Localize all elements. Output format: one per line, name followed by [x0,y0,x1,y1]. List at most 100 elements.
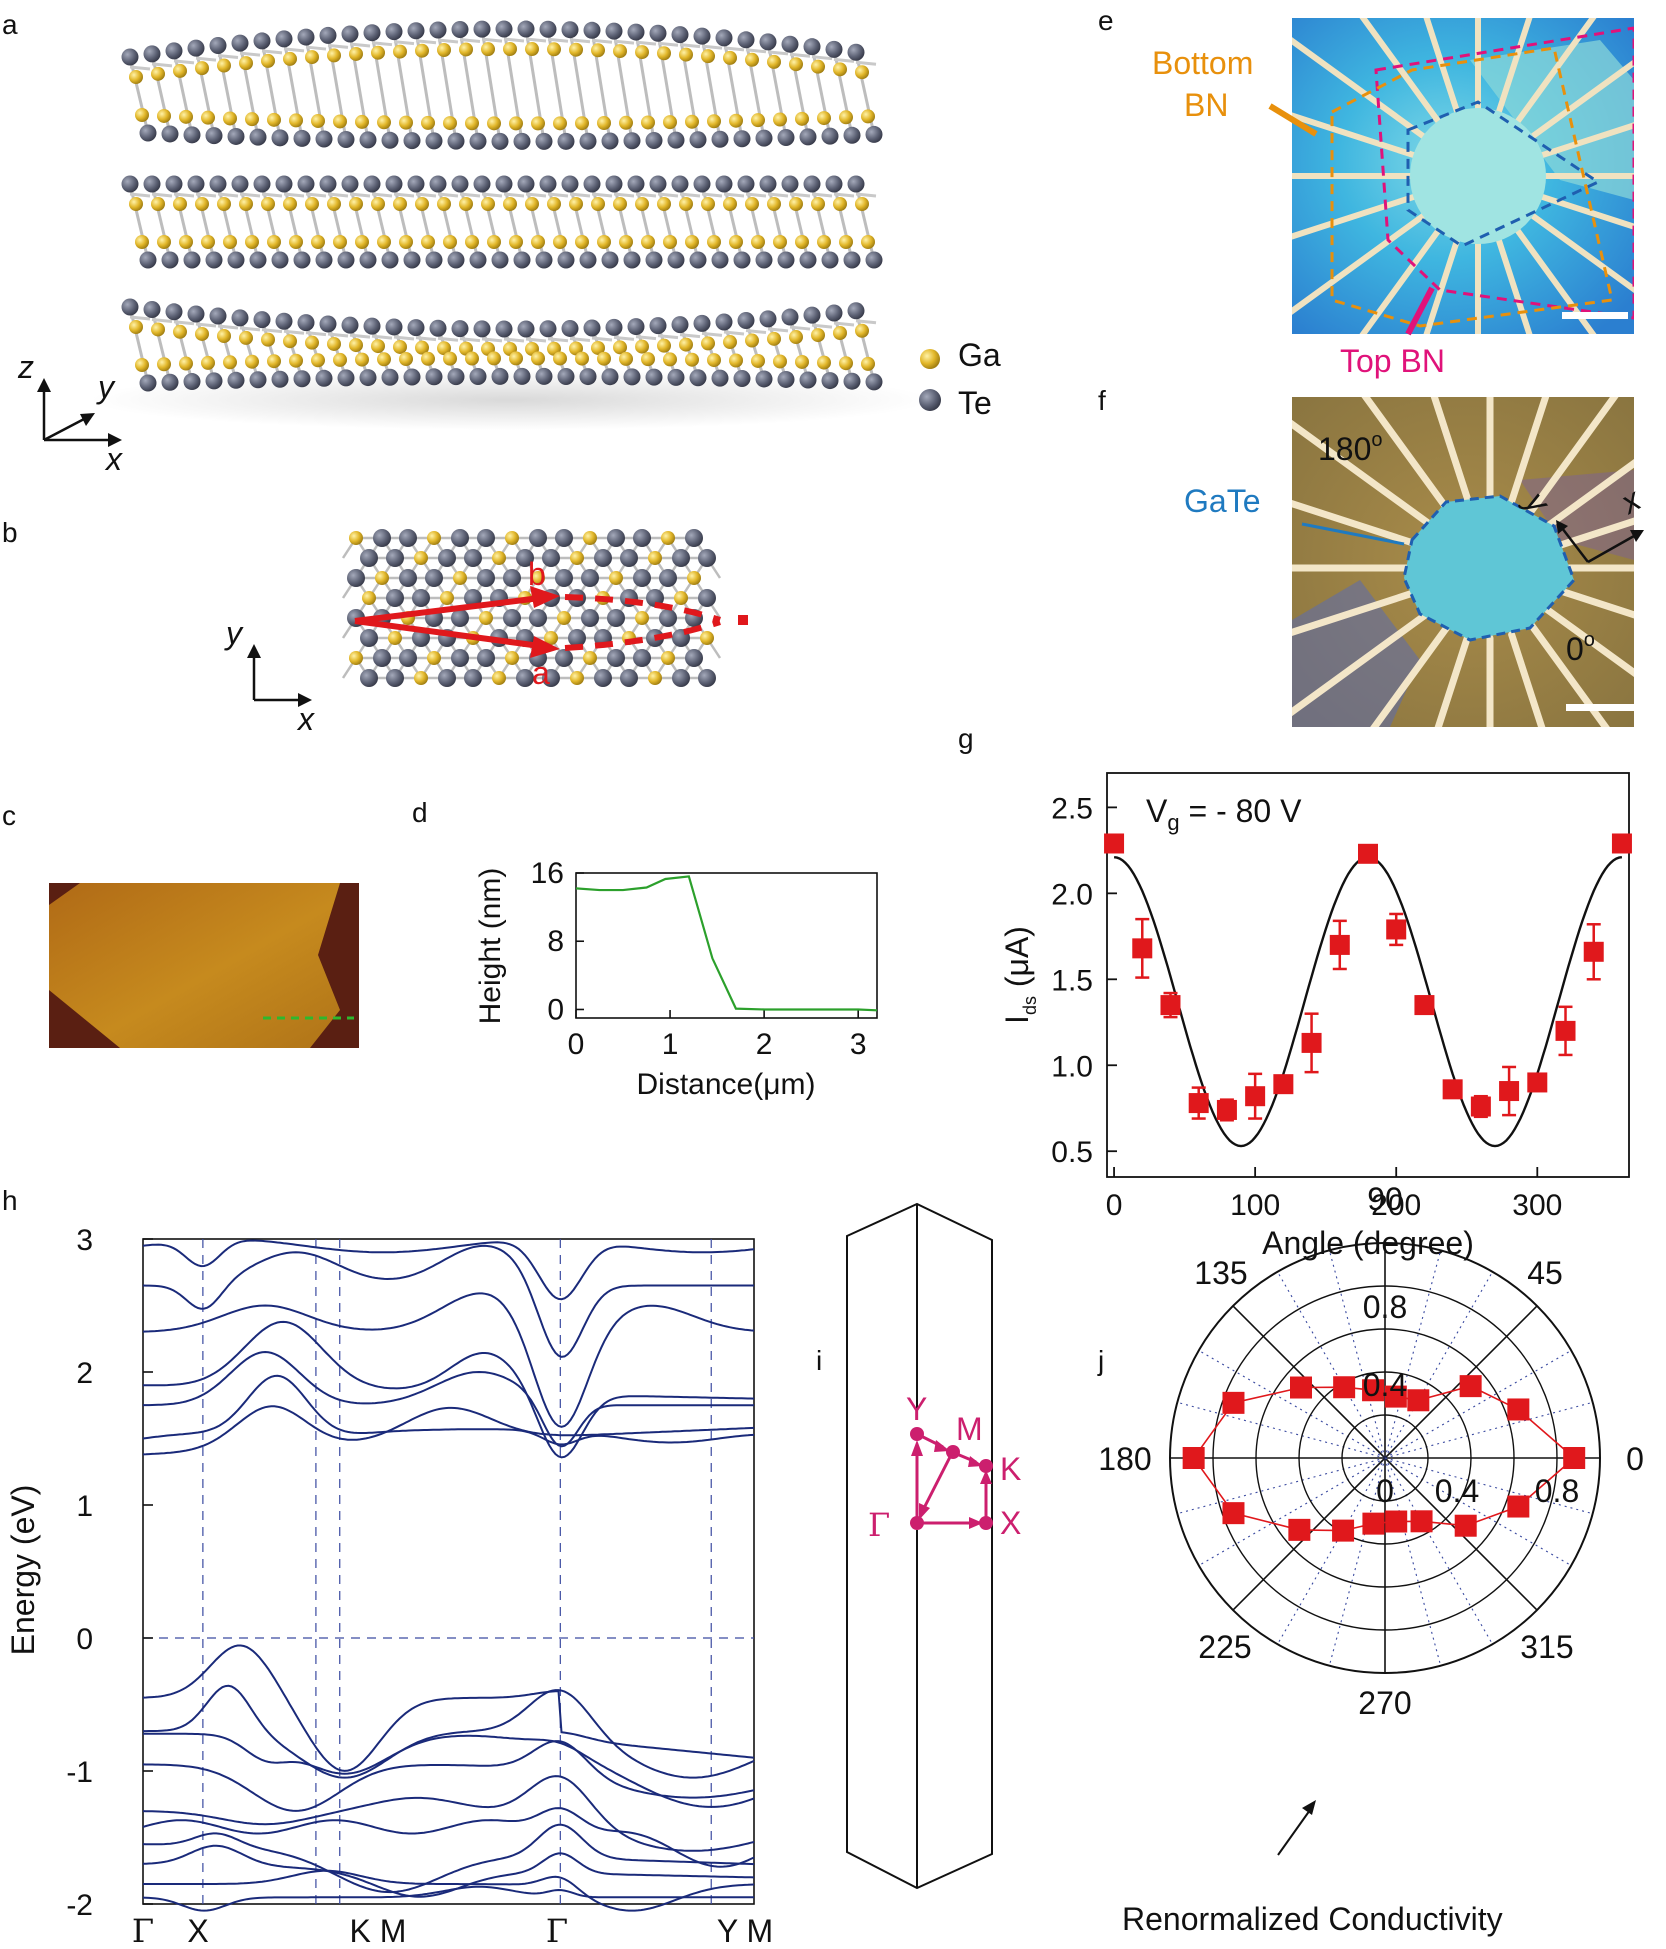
ga-atom [129,320,143,334]
ga-atom [151,322,165,337]
te-atom [363,24,381,42]
panel-label-f: f [1098,385,1106,416]
te-atom [659,569,677,587]
ga-atom [583,651,597,665]
ga-atom [648,551,662,565]
j-data-point [1362,1379,1385,1402]
te-atom [557,132,575,150]
electrode-lead [1361,397,1453,515]
te-atom [139,124,157,142]
j-radial-label: 0.8 [1535,1473,1579,1509]
ga-atom [261,197,275,211]
ga-atom [679,337,693,352]
ga-atom [833,62,847,77]
ga-atom [245,354,259,369]
te-atom [781,175,799,193]
brillouin-zone-diagram: Y M K Γ X [846,1202,1021,1890]
te-atom [561,319,579,337]
ga-atom [305,50,319,65]
j-radial-gridline [1255,1328,1515,1588]
structure-layers [121,20,883,392]
electrode-lead [1510,18,1597,131]
ga-atom [505,651,519,665]
te-atom [143,300,161,318]
te-atom [555,529,573,547]
ga-atom [773,112,787,127]
te-atom [227,371,245,389]
ga-atom [283,334,297,349]
te-atom [605,22,623,40]
j-radial-label: 0 [1376,1473,1394,1509]
ga-atom [509,116,523,131]
panel-f-axes [1556,520,1644,564]
ga-atom [767,54,781,69]
te-atom [698,549,716,567]
te-atom [594,549,612,567]
ga-atom [492,551,506,565]
te-atom [759,310,777,328]
te-atom [825,40,843,58]
caption-arrow [1277,1809,1311,1856]
ga-atom [597,351,611,366]
h-kpoint-label: K M [350,1913,407,1949]
te-atom [363,175,381,193]
g-data-point [1216,1099,1237,1120]
bz-point-Y: Y [906,1391,927,1427]
ga-atom [239,56,253,71]
te-atom [777,370,795,388]
h-band-line [143,1869,755,1912]
ga-atom [289,353,303,368]
te-atom [698,669,716,687]
ga-atom [773,235,787,249]
j-radial-label-upper: 0.4 [1363,1367,1407,1403]
g-y-tick-label: 0.5 [1051,1136,1093,1169]
ga-atom [729,353,743,368]
te-atom [579,368,597,386]
te-atom [715,175,733,193]
te-atom [865,251,883,269]
panel-a-legend: Ga Te [919,337,1001,421]
ga-atom [311,113,325,128]
ga-atom [701,197,715,211]
j-radial-label-upper: 0.8 [1363,1289,1407,1325]
ga-atom [570,551,584,565]
ga-atom [327,48,341,63]
electrode-lead [1434,631,1472,727]
ga-atom [641,352,655,367]
ga-atom [157,357,171,372]
ga-atom [619,235,633,249]
ga-atom [217,58,231,73]
te-atom [529,529,547,547]
g-data-point [1527,1072,1548,1093]
te-atom [737,175,755,193]
te-atom [759,33,777,51]
j-data-point [1222,1391,1245,1414]
ga-atom [569,341,583,356]
te-atom [781,308,799,326]
axis-y-label: y [96,369,116,405]
te-atom [583,21,601,39]
d-x-tick-label: 1 [662,1028,679,1061]
ga-atom [371,197,385,211]
ga-atom [773,354,787,369]
j-radial-gridline [1341,1414,1429,1502]
te-atom [412,589,430,607]
ga-atom [767,331,781,346]
te-atom [271,129,289,147]
ga-atom [311,235,325,249]
te-atom [516,549,534,567]
h-y-tick-label: -1 [66,1756,93,1789]
ga-atom [267,235,281,249]
ga-atom [570,671,584,685]
ga-atom [657,338,671,353]
ga-atom [723,197,737,211]
te-atom [737,312,755,330]
te-atom [539,320,557,338]
te-atom [561,21,579,39]
ga-atom [355,114,369,129]
ga-atom [751,113,765,128]
te-atom [121,48,139,66]
te-atom [579,132,597,150]
te-atom [297,175,315,193]
te-atom [799,371,817,389]
